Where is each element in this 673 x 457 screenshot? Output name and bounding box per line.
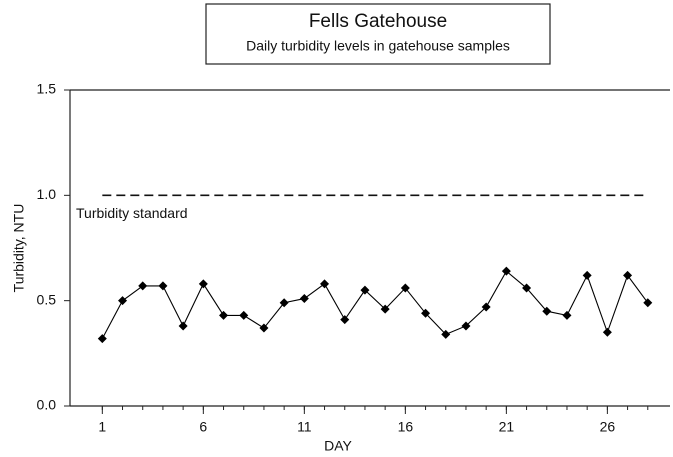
x-tick-label: 21 — [499, 419, 515, 435]
data-point — [400, 283, 410, 293]
data-point — [259, 323, 269, 333]
data-point — [198, 279, 208, 289]
data-point — [602, 327, 612, 337]
chart-title: Fells Gatehouse — [309, 11, 447, 32]
title-box — [205, 3, 551, 65]
data-point — [178, 321, 188, 331]
data-point — [623, 270, 633, 280]
y-tick-label: 0.0 — [37, 397, 57, 413]
data-point — [542, 306, 552, 316]
chart-subtitle: Daily turbidity levels in gatehouse samp… — [246, 38, 510, 54]
data-point — [138, 281, 148, 291]
data-point — [441, 329, 451, 339]
y-tick-label: 1.0 — [37, 186, 57, 202]
standard-label: Turbidity standard — [76, 205, 188, 221]
data-point — [158, 281, 168, 291]
data-point — [239, 310, 249, 320]
y-tick-label: 1.5 — [37, 81, 57, 97]
data-point — [582, 270, 592, 280]
data-point — [299, 294, 309, 304]
data-point — [360, 285, 370, 295]
data-point — [219, 310, 229, 320]
x-tick-label: 16 — [398, 419, 414, 435]
y-axis-label: Turbidity, NTU — [11, 204, 27, 293]
x-tick-label: 6 — [199, 419, 207, 435]
data-point — [97, 334, 107, 344]
x-tick-label: 26 — [600, 419, 616, 435]
data-point — [320, 279, 330, 289]
data-point — [501, 266, 511, 276]
data-point — [380, 304, 390, 314]
x-tick-label: 1 — [98, 419, 106, 435]
x-axis-label: DAY — [324, 438, 352, 454]
data-point — [522, 283, 532, 293]
data-point — [118, 296, 128, 306]
series-line — [101, 270, 649, 339]
data-point — [562, 310, 572, 320]
data-point — [481, 302, 491, 312]
data-point — [461, 321, 471, 331]
data-point — [279, 298, 289, 308]
data-point — [340, 315, 350, 325]
y-tick-label: 0.5 — [37, 291, 57, 307]
x-tick-label: 11 — [297, 419, 312, 435]
data-point — [421, 308, 431, 318]
data-point — [643, 298, 653, 308]
